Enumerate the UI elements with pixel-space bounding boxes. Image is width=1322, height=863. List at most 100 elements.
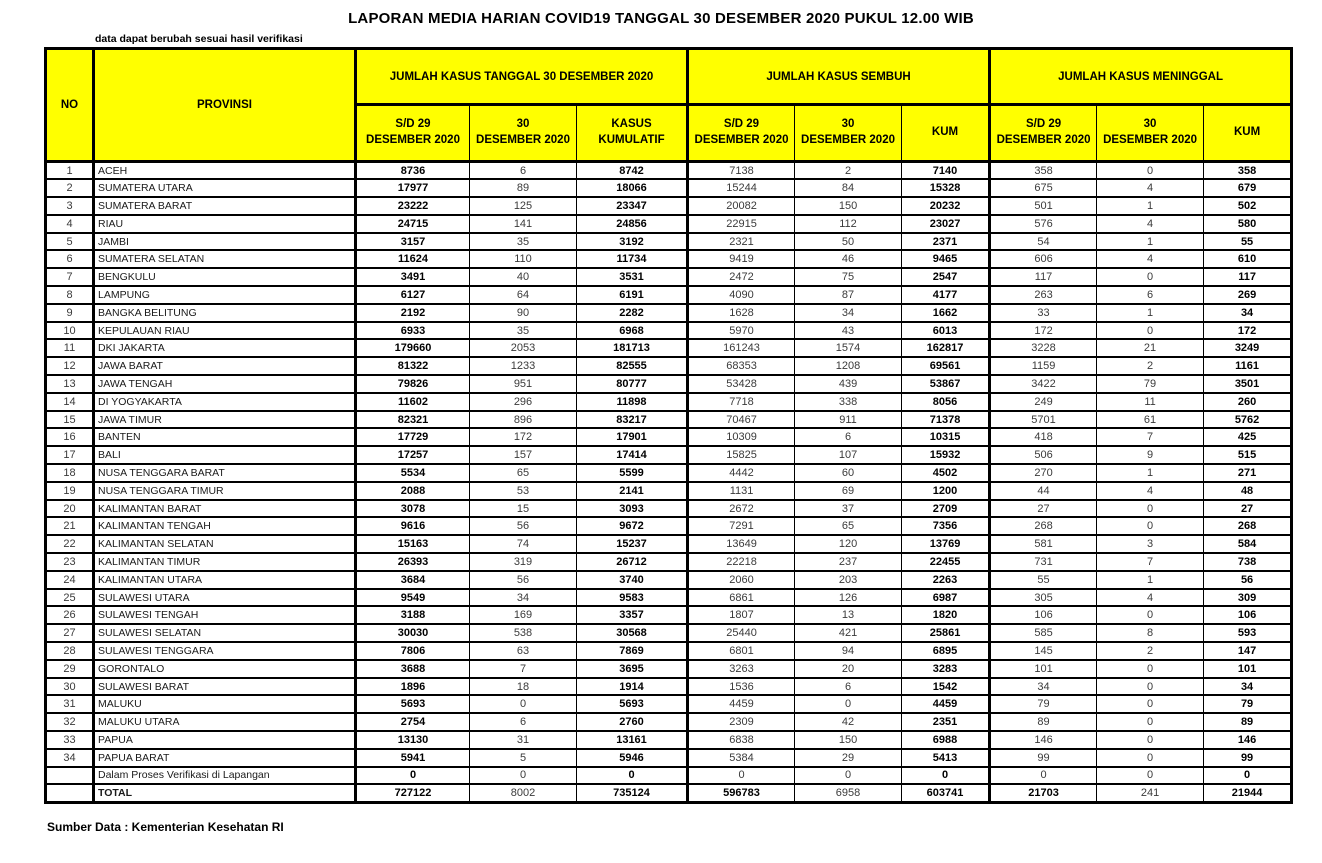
cell-value: 3 xyxy=(1096,534,1205,554)
cell-value: 338 xyxy=(794,391,903,412)
cell-value: 26393 xyxy=(354,552,470,572)
cell-value: 270 xyxy=(988,463,1098,483)
cell-value: 9672 xyxy=(575,516,689,536)
cell-provinsi: Dalam Proses Verifikasi di Lapangan xyxy=(92,765,356,785)
cell-value: 3422 xyxy=(988,374,1098,394)
cell-value: 15244 xyxy=(686,178,796,198)
cell-value: 296 xyxy=(469,391,577,412)
cell-value: 6127 xyxy=(354,285,470,305)
cell-value: 6987 xyxy=(901,587,991,607)
cell-value: 84 xyxy=(794,178,903,198)
cell-value: 82555 xyxy=(575,356,689,376)
cell-value: 61 xyxy=(1096,409,1205,429)
cell-value: 179660 xyxy=(354,338,470,358)
cell-value: 0 xyxy=(1203,765,1293,785)
cell-value: 576 xyxy=(988,213,1098,234)
cell-value: 425 xyxy=(1203,427,1293,447)
cell-value: 596783 xyxy=(686,783,796,803)
table-row: Dalam Proses Verifikasi di Lapangan 0 0 0 0 0… xyxy=(45,765,1293,785)
cell-provinsi: DI YOGYAKARTA xyxy=(92,391,356,412)
cell-value: 157 xyxy=(469,445,577,465)
cell-value: 110 xyxy=(469,249,577,269)
cell-value: 20 xyxy=(794,658,903,679)
cell-value: 13769 xyxy=(901,534,991,554)
cell-value: 5693 xyxy=(354,694,470,714)
data-source: Sumber Data : Kementerian Kesehatan RI xyxy=(47,820,284,834)
cell-value: 9583 xyxy=(575,587,689,607)
cell-provinsi: JAWA TIMUR xyxy=(92,409,356,429)
cell-value: 150 xyxy=(794,196,903,216)
cell-value: 22455 xyxy=(901,552,991,572)
header-no: NO xyxy=(45,48,94,163)
cell-value: 172 xyxy=(469,427,577,447)
cell-value: 80777 xyxy=(575,374,689,394)
subheader-2-0: S/D 29 DESEMBER 2020 xyxy=(988,104,1098,163)
cell-value: 2754 xyxy=(354,712,470,732)
cell-value: 7718 xyxy=(686,391,796,412)
table-row: 8 LAMPUNG 6127 64 6191 4090 87 4177 263 6 269 xyxy=(45,285,1293,305)
cell-value: 6 xyxy=(469,712,577,732)
cell-value: 6988 xyxy=(901,730,991,750)
cell-value: 172 xyxy=(1203,320,1293,340)
cell-provinsi: JAWA TENGAH xyxy=(92,374,356,394)
cell-value: 15825 xyxy=(686,445,796,465)
cell-value: 4090 xyxy=(686,285,796,305)
table-row: 6 SUMATERA SELATAN 11624 110 11734 9419 46 9465… xyxy=(45,249,1293,269)
table-row: 2 SUMATERA UTARA 17977 89 18066 15244 84 15328 6… xyxy=(45,178,1293,198)
cell-no: 3 xyxy=(45,196,94,216)
cell-value: 5941 xyxy=(354,747,470,768)
cell-value: 5762 xyxy=(1203,409,1293,429)
cell-value: 2309 xyxy=(686,712,796,732)
cell-provinsi: SULAWESI UTARA xyxy=(92,587,356,607)
cell-no: 29 xyxy=(45,658,94,679)
table-row: 13 JAWA TENGAH 79826 951 80777 53428 439 53867 3… xyxy=(45,374,1293,394)
cell-value: 89 xyxy=(469,178,577,198)
cell-provinsi: NUSA TENGGARA BARAT xyxy=(92,463,356,483)
cell-provinsi: SUMATERA UTARA xyxy=(92,178,356,198)
cell-value: 6013 xyxy=(901,320,991,340)
table-header: NO PROVINSI JUMLAH KASUS TANGGAL 30 DESE… xyxy=(45,48,1293,163)
cell-value: 27 xyxy=(1203,498,1293,518)
cell-no: 5 xyxy=(45,231,94,251)
cell-value: 11734 xyxy=(575,249,689,269)
table-row: 18 NUSA TENGGARA BARAT 5534 65 5599 4442 60 450… xyxy=(45,463,1293,483)
cell-value: 4442 xyxy=(686,463,796,483)
cell-value: 358 xyxy=(1203,160,1293,180)
cell-value: 90 xyxy=(469,302,577,323)
cell-value: 0 xyxy=(686,765,796,785)
cell-value: 3491 xyxy=(354,267,470,287)
cell-value: 2060 xyxy=(686,569,796,590)
cell-value: 9419 xyxy=(686,249,796,269)
cell-provinsi: KALIMANTAN TIMUR xyxy=(92,552,356,572)
cell-value: 145 xyxy=(988,641,1098,661)
cell-no: 12 xyxy=(45,356,94,376)
cell-value: 141 xyxy=(469,213,577,234)
cell-value: 70467 xyxy=(686,409,796,429)
cell-value: 4 xyxy=(1096,178,1205,198)
cell-value: 2547 xyxy=(901,267,991,287)
cell-value: 0 xyxy=(354,765,470,785)
cell-value: 1662 xyxy=(901,302,991,323)
covid-table-container: NO PROVINSI JUMLAH KASUS TANGGAL 30 DESE… xyxy=(44,47,1294,804)
cell-value: 69561 xyxy=(901,356,991,376)
cell-no: 26 xyxy=(45,605,94,625)
cell-value: 65 xyxy=(794,516,903,536)
cell-value: 7 xyxy=(469,658,577,679)
cell-value: 6 xyxy=(794,427,903,447)
cell-value: 1208 xyxy=(794,356,903,376)
cell-value: 1 xyxy=(1096,196,1205,216)
cell-value: 106 xyxy=(988,605,1098,625)
cell-value: 593 xyxy=(1203,623,1293,643)
cell-value: 0 xyxy=(794,694,903,714)
cell-value: 6 xyxy=(1096,285,1205,305)
cell-value: 506 xyxy=(988,445,1098,465)
cell-value: 0 xyxy=(1096,765,1205,785)
subheader-0-2: KASUS KUMULATIF xyxy=(575,104,689,163)
cell-value: 13130 xyxy=(354,730,470,750)
cell-value: 3501 xyxy=(1203,374,1293,394)
cell-value: 21944 xyxy=(1203,783,1293,803)
cell-value: 42 xyxy=(794,712,903,732)
cell-value: 1820 xyxy=(901,605,991,625)
cell-value: 1 xyxy=(1096,231,1205,251)
cell-provinsi: LAMPUNG xyxy=(92,285,356,305)
